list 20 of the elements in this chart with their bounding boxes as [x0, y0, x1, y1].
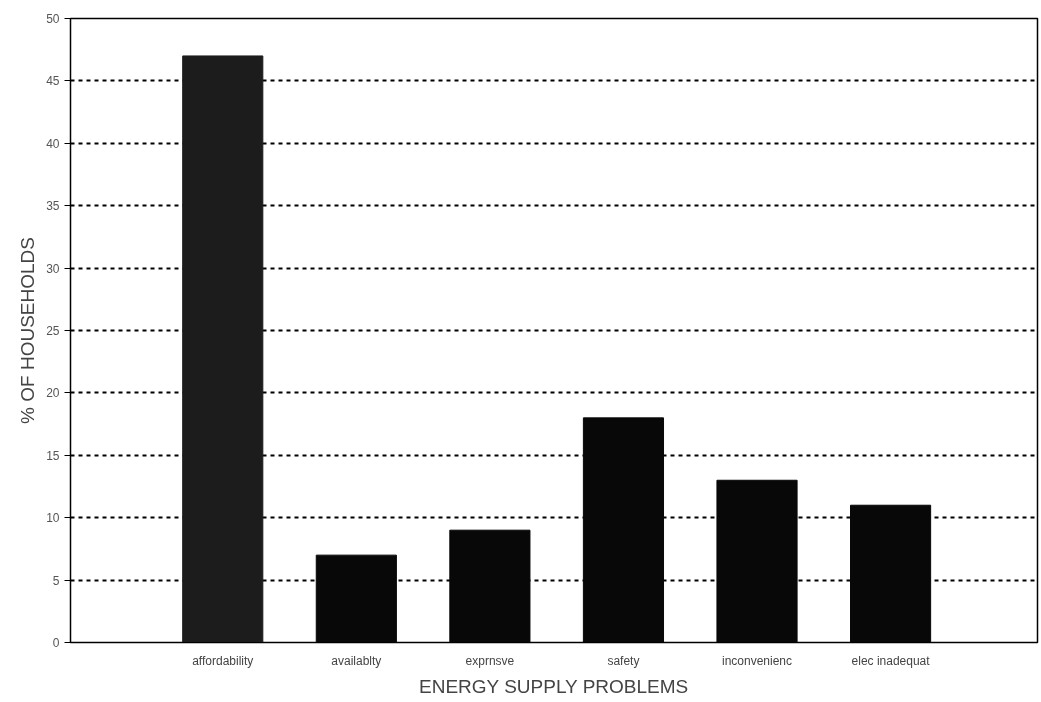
x-tick-label: availablty: [331, 653, 382, 668]
bar: [182, 55, 264, 643]
y-tick-label: 15: [46, 448, 60, 463]
x-tick-label: elec inadequat: [851, 653, 931, 668]
x-tick-label: exprnsve: [465, 653, 515, 668]
y-axis-title: % OF HOUSEHOLDS: [17, 237, 39, 424]
y-tick-label: 20: [46, 386, 60, 401]
y-tick-label: 10: [46, 511, 60, 526]
y-tick-label: 0: [52, 636, 60, 650]
y-tick-label: 45: [46, 74, 60, 89]
x-tick-label: inconvenienc: [721, 653, 793, 668]
y-tick-label: 25: [46, 324, 60, 338]
x-tick-label: safety: [607, 653, 640, 668]
y-tick-label: 50: [46, 12, 60, 26]
y-tick-label: 40: [46, 136, 60, 151]
y-tick-label: 30: [46, 261, 60, 276]
y-tick-label: 35: [46, 199, 60, 214]
x-tick-label: affordability: [192, 653, 254, 668]
x-axis-title: ENERGY SUPPLY PROBLEMS: [419, 675, 689, 697]
y-tick-label: 5: [52, 573, 60, 588]
